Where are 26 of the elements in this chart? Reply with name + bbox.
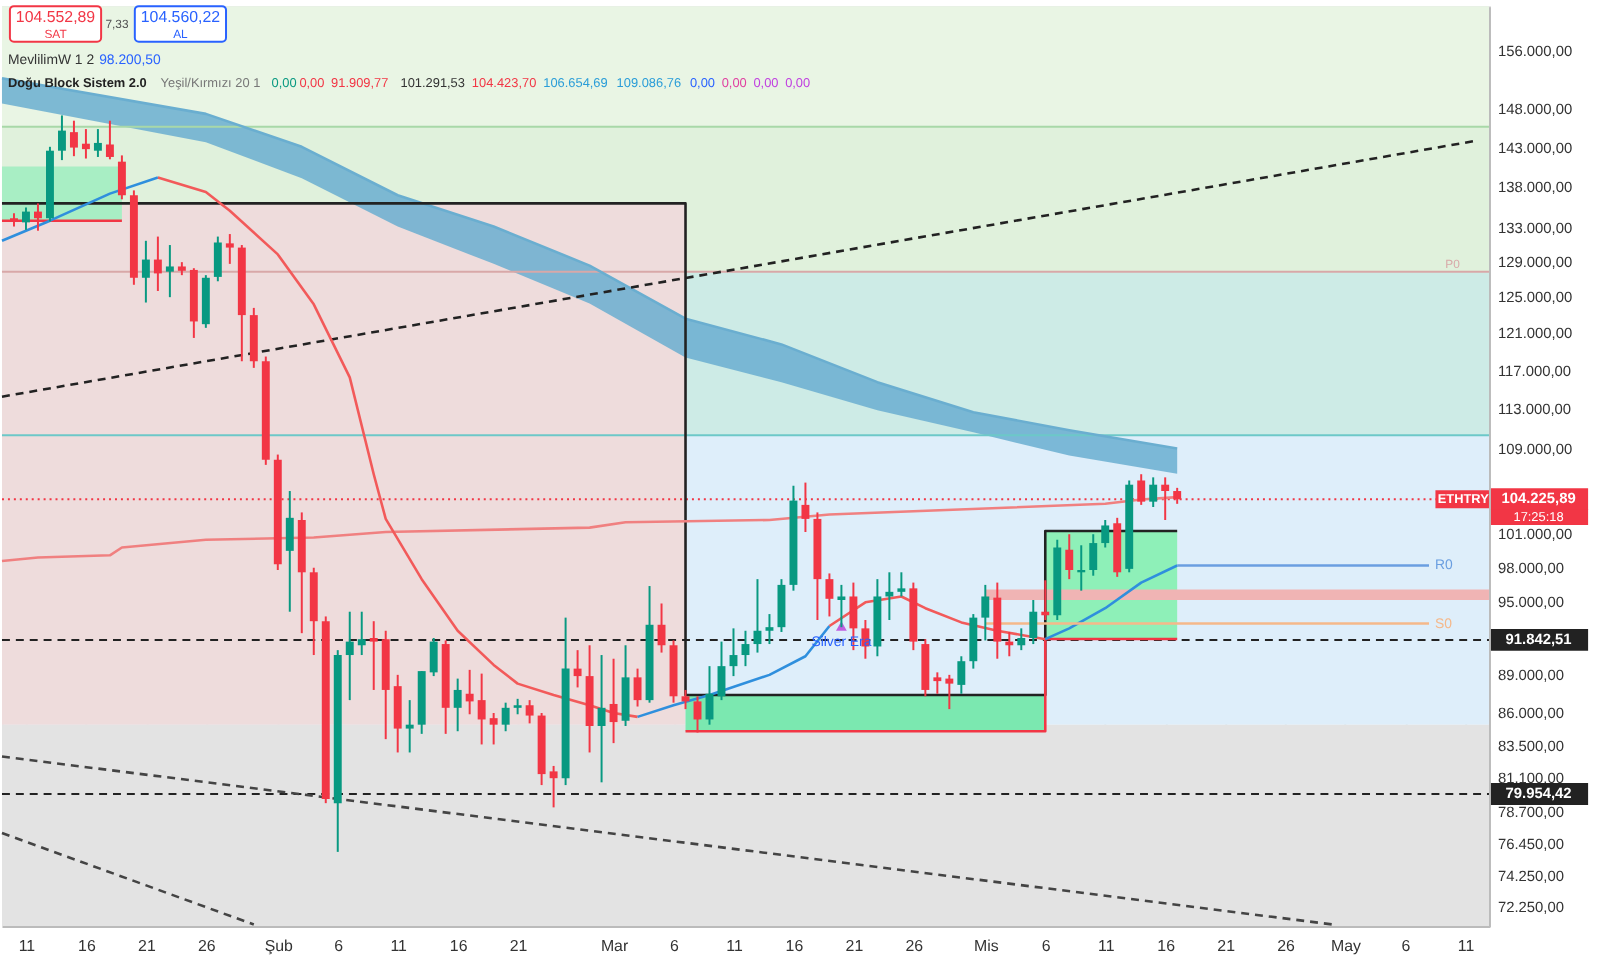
x-tick-label: 26 [905,936,925,955]
x-tick-label: 16 [449,936,469,955]
annotation: 104.552,89 [15,8,97,26]
x-tick-label: 26 [198,936,217,955]
x-tick-label: May [1331,936,1362,955]
x-tick-label: 6 [1041,936,1052,955]
x-tick-label: 11 [18,936,37,955]
x-tick-label: 26 [1277,936,1297,955]
x-tick-label: 11 [726,936,744,955]
x-tick-label: 6 [334,936,345,955]
x-tick-label: 6 [1401,936,1412,955]
x-tick-label: 11 [1097,936,1116,955]
x-tick-label: 21 [509,936,529,955]
x-tick-label: 16 [1157,936,1177,955]
annotation: 104.560,22 [140,8,221,26]
x-tick-label: Mis [973,936,999,955]
x-tick-label: 6 [670,936,681,955]
x-tick-label: Mar [600,936,629,955]
x-tick-label: 21 [1217,936,1237,955]
x-tick-label: 16 [785,936,805,955]
x-tick-label: 21 [138,936,157,955]
x-tick-label: 21 [845,936,865,955]
x-tick-label: 11 [1457,936,1476,955]
x-tick-label: 11 [390,936,409,955]
x-tick-label: 16 [78,936,97,955]
x-tick-label: Şub [264,936,295,955]
